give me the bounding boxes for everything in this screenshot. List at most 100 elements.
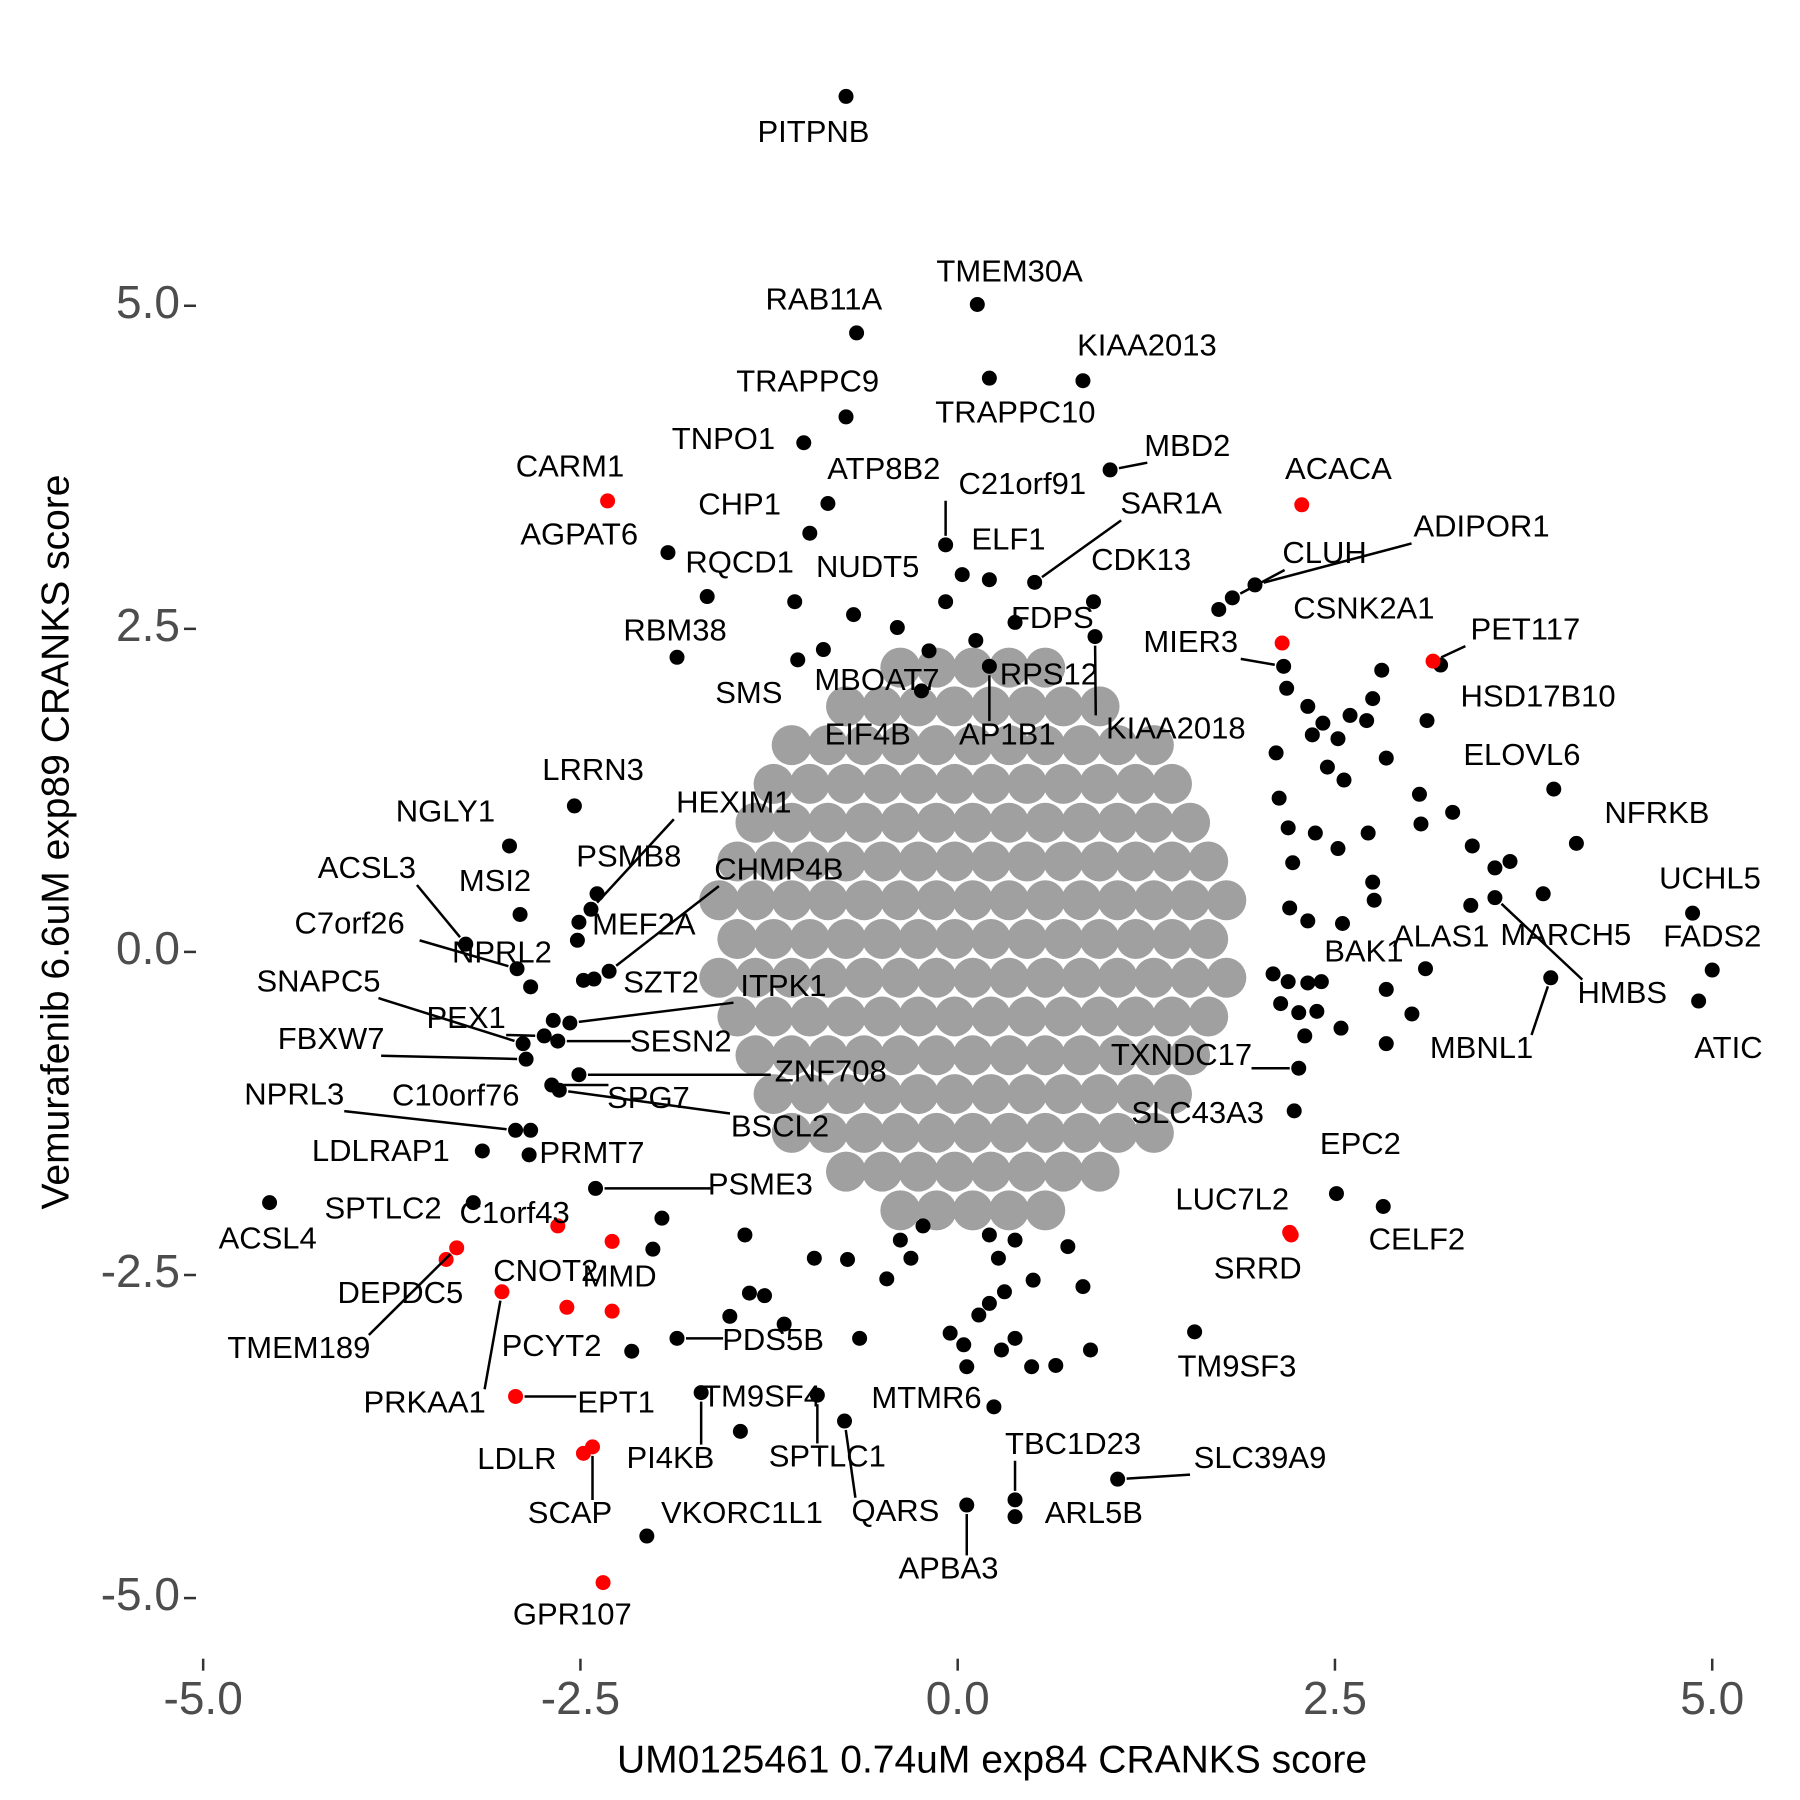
background-point	[1097, 1035, 1138, 1076]
point	[494, 1284, 510, 1300]
background-point	[826, 686, 867, 727]
point	[1007, 1232, 1023, 1248]
background-point	[1061, 725, 1102, 766]
point	[559, 1299, 575, 1315]
point-label: MIER3	[1143, 624, 1238, 659]
background-point	[1007, 919, 1048, 959]
leader-line	[415, 884, 461, 939]
points	[262, 88, 1720, 1591]
point-label: NPRL2	[452, 934, 552, 969]
point	[699, 589, 715, 605]
point	[892, 1232, 908, 1248]
background-point	[1025, 957, 1066, 998]
point	[1568, 835, 1584, 851]
background-point	[1079, 841, 1120, 882]
point	[1342, 707, 1358, 723]
leader-line	[1093, 645, 1098, 716]
point	[693, 1385, 709, 1401]
point	[1378, 750, 1394, 766]
point	[544, 1077, 560, 1093]
point	[837, 1413, 853, 1429]
background-point	[934, 1151, 975, 1192]
point-label: CHP1	[698, 487, 781, 522]
point	[1273, 996, 1289, 1012]
point-label: ALAS1	[1393, 918, 1490, 953]
leader-line	[1118, 461, 1148, 470]
point-label: SCAP	[528, 1495, 612, 1530]
point-label: LUC7L2	[1175, 1181, 1289, 1216]
point-label: HMBS	[1578, 975, 1668, 1010]
leader-line	[578, 1001, 734, 1024]
point	[981, 572, 997, 588]
point	[1280, 974, 1296, 990]
leader-line	[483, 1300, 502, 1390]
background-point	[916, 880, 957, 921]
point-label: KIAA2018	[1106, 711, 1246, 746]
point	[1027, 574, 1043, 590]
leader-line	[344, 1109, 507, 1131]
point-label: ACACA	[1285, 451, 1392, 486]
point-label: TRAPPC9	[736, 363, 879, 398]
background-point	[735, 880, 776, 921]
background-point	[1097, 802, 1138, 843]
point	[1279, 680, 1295, 696]
background-points	[699, 647, 1247, 1231]
point	[566, 798, 582, 814]
background-point	[934, 763, 975, 804]
point	[1224, 590, 1240, 606]
point	[757, 1288, 773, 1304]
x-tick-label: -5.0	[164, 1672, 243, 1724]
point	[1283, 1227, 1299, 1243]
point	[545, 1012, 561, 1028]
point-label: SPTLC2	[324, 1191, 441, 1226]
point	[996, 1284, 1012, 1300]
background-point	[1206, 880, 1247, 921]
point-label: PET117	[1471, 611, 1581, 646]
background-point	[1025, 1190, 1066, 1231]
point	[1282, 900, 1298, 916]
point-label: AP1B1	[959, 716, 1056, 751]
point-label: SNAPC5	[256, 963, 380, 998]
point	[1425, 653, 1441, 669]
point-label: SMS	[715, 675, 782, 710]
background-point	[898, 1151, 939, 1192]
point	[512, 906, 528, 922]
background-point	[1043, 1151, 1084, 1192]
background-point	[1007, 996, 1048, 1037]
point-label: EPT1	[577, 1384, 655, 1419]
point-label: RPS12	[1000, 656, 1098, 691]
point-label: PI4KB	[626, 1440, 714, 1475]
leader-line	[596, 818, 675, 904]
background-point	[989, 1190, 1029, 1231]
background-point	[880, 802, 921, 843]
background-point	[952, 880, 993, 921]
point	[1378, 1036, 1394, 1052]
background-point	[1133, 802, 1174, 843]
point-label: EPC2	[1320, 1126, 1401, 1161]
point-label: MMD	[583, 1259, 657, 1294]
leader-line	[1126, 1473, 1191, 1480]
point-label: CNOT2	[493, 1253, 598, 1288]
point-label: CARM1	[516, 449, 625, 484]
background-point	[1115, 919, 1156, 959]
background-point	[1097, 880, 1138, 921]
point	[1315, 715, 1331, 731]
point	[959, 1359, 975, 1375]
background-point	[898, 686, 939, 727]
point	[1294, 497, 1310, 513]
point	[458, 936, 474, 952]
background-point	[807, 802, 848, 843]
point-label: VKORC1L1	[661, 1495, 823, 1530]
leader-line	[1500, 902, 1584, 981]
background-point	[1151, 919, 1192, 959]
background-point	[880, 1190, 921, 1231]
background-point	[1025, 802, 1066, 843]
background-point	[753, 763, 794, 804]
point-label: ACSL4	[219, 1221, 317, 1256]
x-axis-title: UM0125461 0.74uM exp84 CRANKS score	[617, 1738, 1367, 1781]
point	[879, 1271, 895, 1287]
point	[1704, 962, 1720, 978]
leader-line	[1240, 657, 1275, 667]
point	[1007, 1492, 1023, 1508]
point	[1328, 1186, 1344, 1202]
